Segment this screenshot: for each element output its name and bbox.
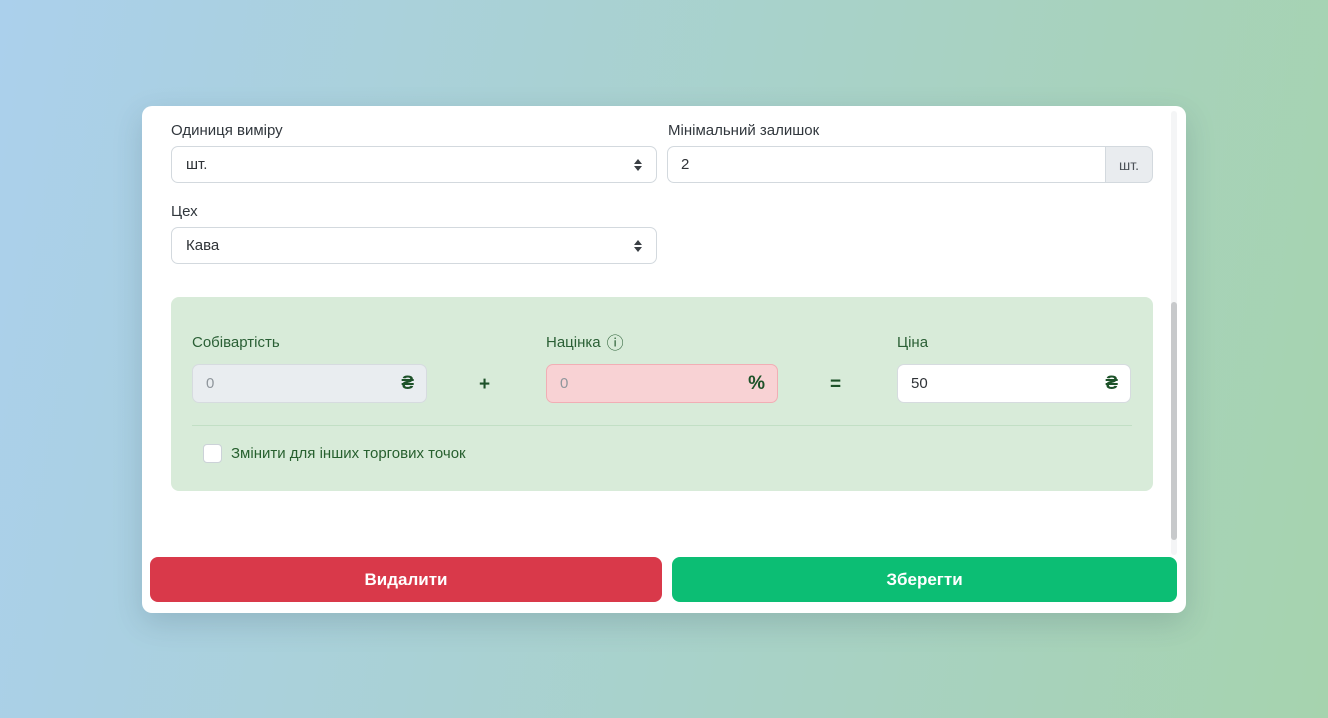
workshop-select-value: Кава [186, 237, 220, 254]
min-stock-unit-addon: шт. [1105, 146, 1153, 183]
price-input[interactable] [898, 375, 1106, 392]
percent-icon: % [748, 373, 765, 394]
select-updown-icon [634, 158, 642, 171]
unit-select-value: шт. [186, 156, 208, 173]
workshop-select[interactable]: Кава [171, 227, 657, 264]
cost-input-wrap: ₴ [192, 364, 427, 403]
delete-button[interactable]: Видалити [150, 557, 662, 602]
min-stock-label: Мінімальний залишок [668, 122, 820, 139]
min-stock-input[interactable] [667, 146, 1105, 183]
info-icon[interactable]: ⓘ [606, 333, 624, 353]
markup-label: Націнка ⓘ [546, 333, 624, 353]
select-updown-icon [634, 239, 642, 252]
hryvnia-currency-icon: ₴ [1105, 373, 1118, 394]
apply-other-locations-checkbox[interactable] [203, 444, 222, 463]
pricing-panel: Собівартість Націнка ⓘ Ціна ₴ + % = ₴ [171, 297, 1153, 491]
apply-other-locations-row: Змінити для інших торгових точок [203, 444, 466, 463]
cost-input [193, 375, 402, 392]
cost-label: Собівартість [192, 334, 280, 351]
unit-select[interactable]: шт. [171, 146, 657, 183]
hryvnia-currency-icon: ₴ [401, 373, 414, 394]
unit-label: Одиниця виміру [171, 122, 283, 139]
markup-input[interactable] [547, 375, 749, 392]
apply-other-locations-label[interactable]: Змінити для інших торгових точок [231, 445, 466, 462]
price-label: Ціна [897, 334, 929, 351]
panel-divider [192, 425, 1132, 426]
scrollbar-thumb[interactable] [1171, 302, 1177, 540]
save-button[interactable]: Зберегти [672, 557, 1177, 602]
price-input-wrap: ₴ [897, 364, 1131, 403]
equals-operator: = [830, 374, 842, 395]
markup-input-wrap: % [546, 364, 778, 403]
workshop-label: Цех [171, 203, 198, 220]
product-edit-card: Одиниця виміру шт. Мінімальний залишок ш… [142, 106, 1186, 613]
plus-operator: + [479, 374, 491, 395]
min-stock-input-group: шт. [667, 146, 1153, 183]
